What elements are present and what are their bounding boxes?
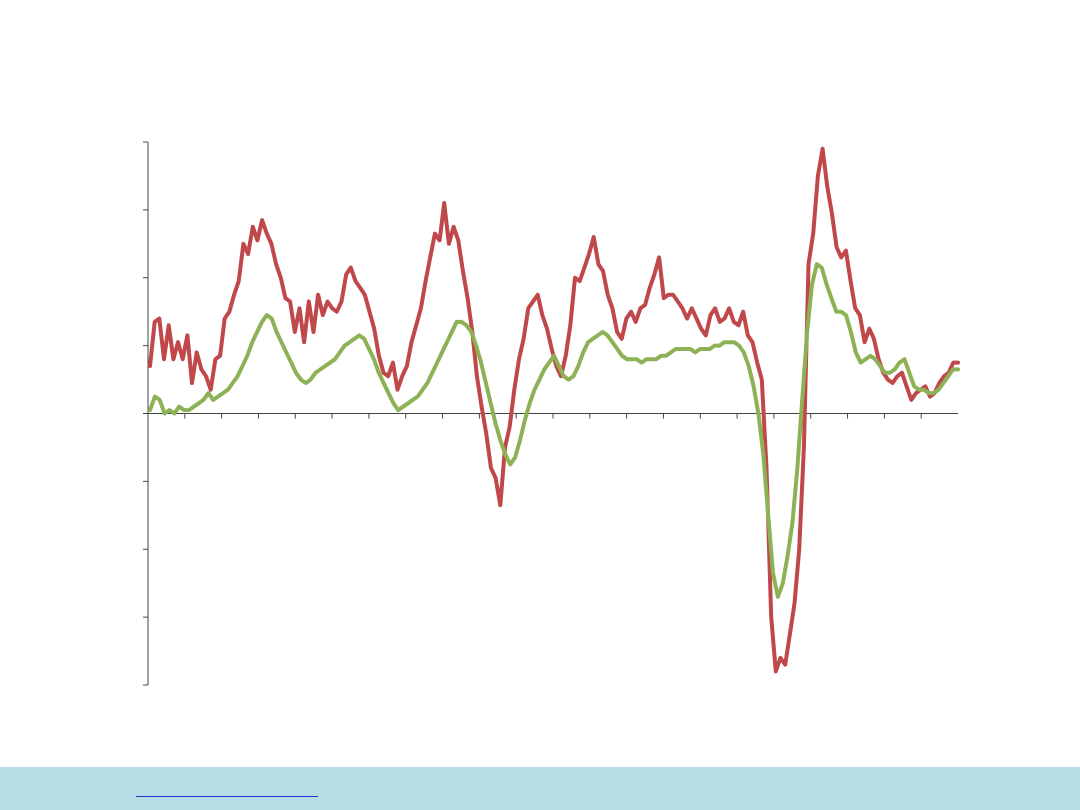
series-line-1 <box>148 146 960 674</box>
y-axis <box>143 141 149 686</box>
line-chart <box>143 141 960 686</box>
series-lines <box>148 146 960 674</box>
footer-band <box>0 767 1080 810</box>
x-axis <box>147 413 958 419</box>
source-link[interactable] <box>136 782 318 797</box>
series-line-2 <box>148 262 960 599</box>
chart-svg <box>143 141 960 686</box>
